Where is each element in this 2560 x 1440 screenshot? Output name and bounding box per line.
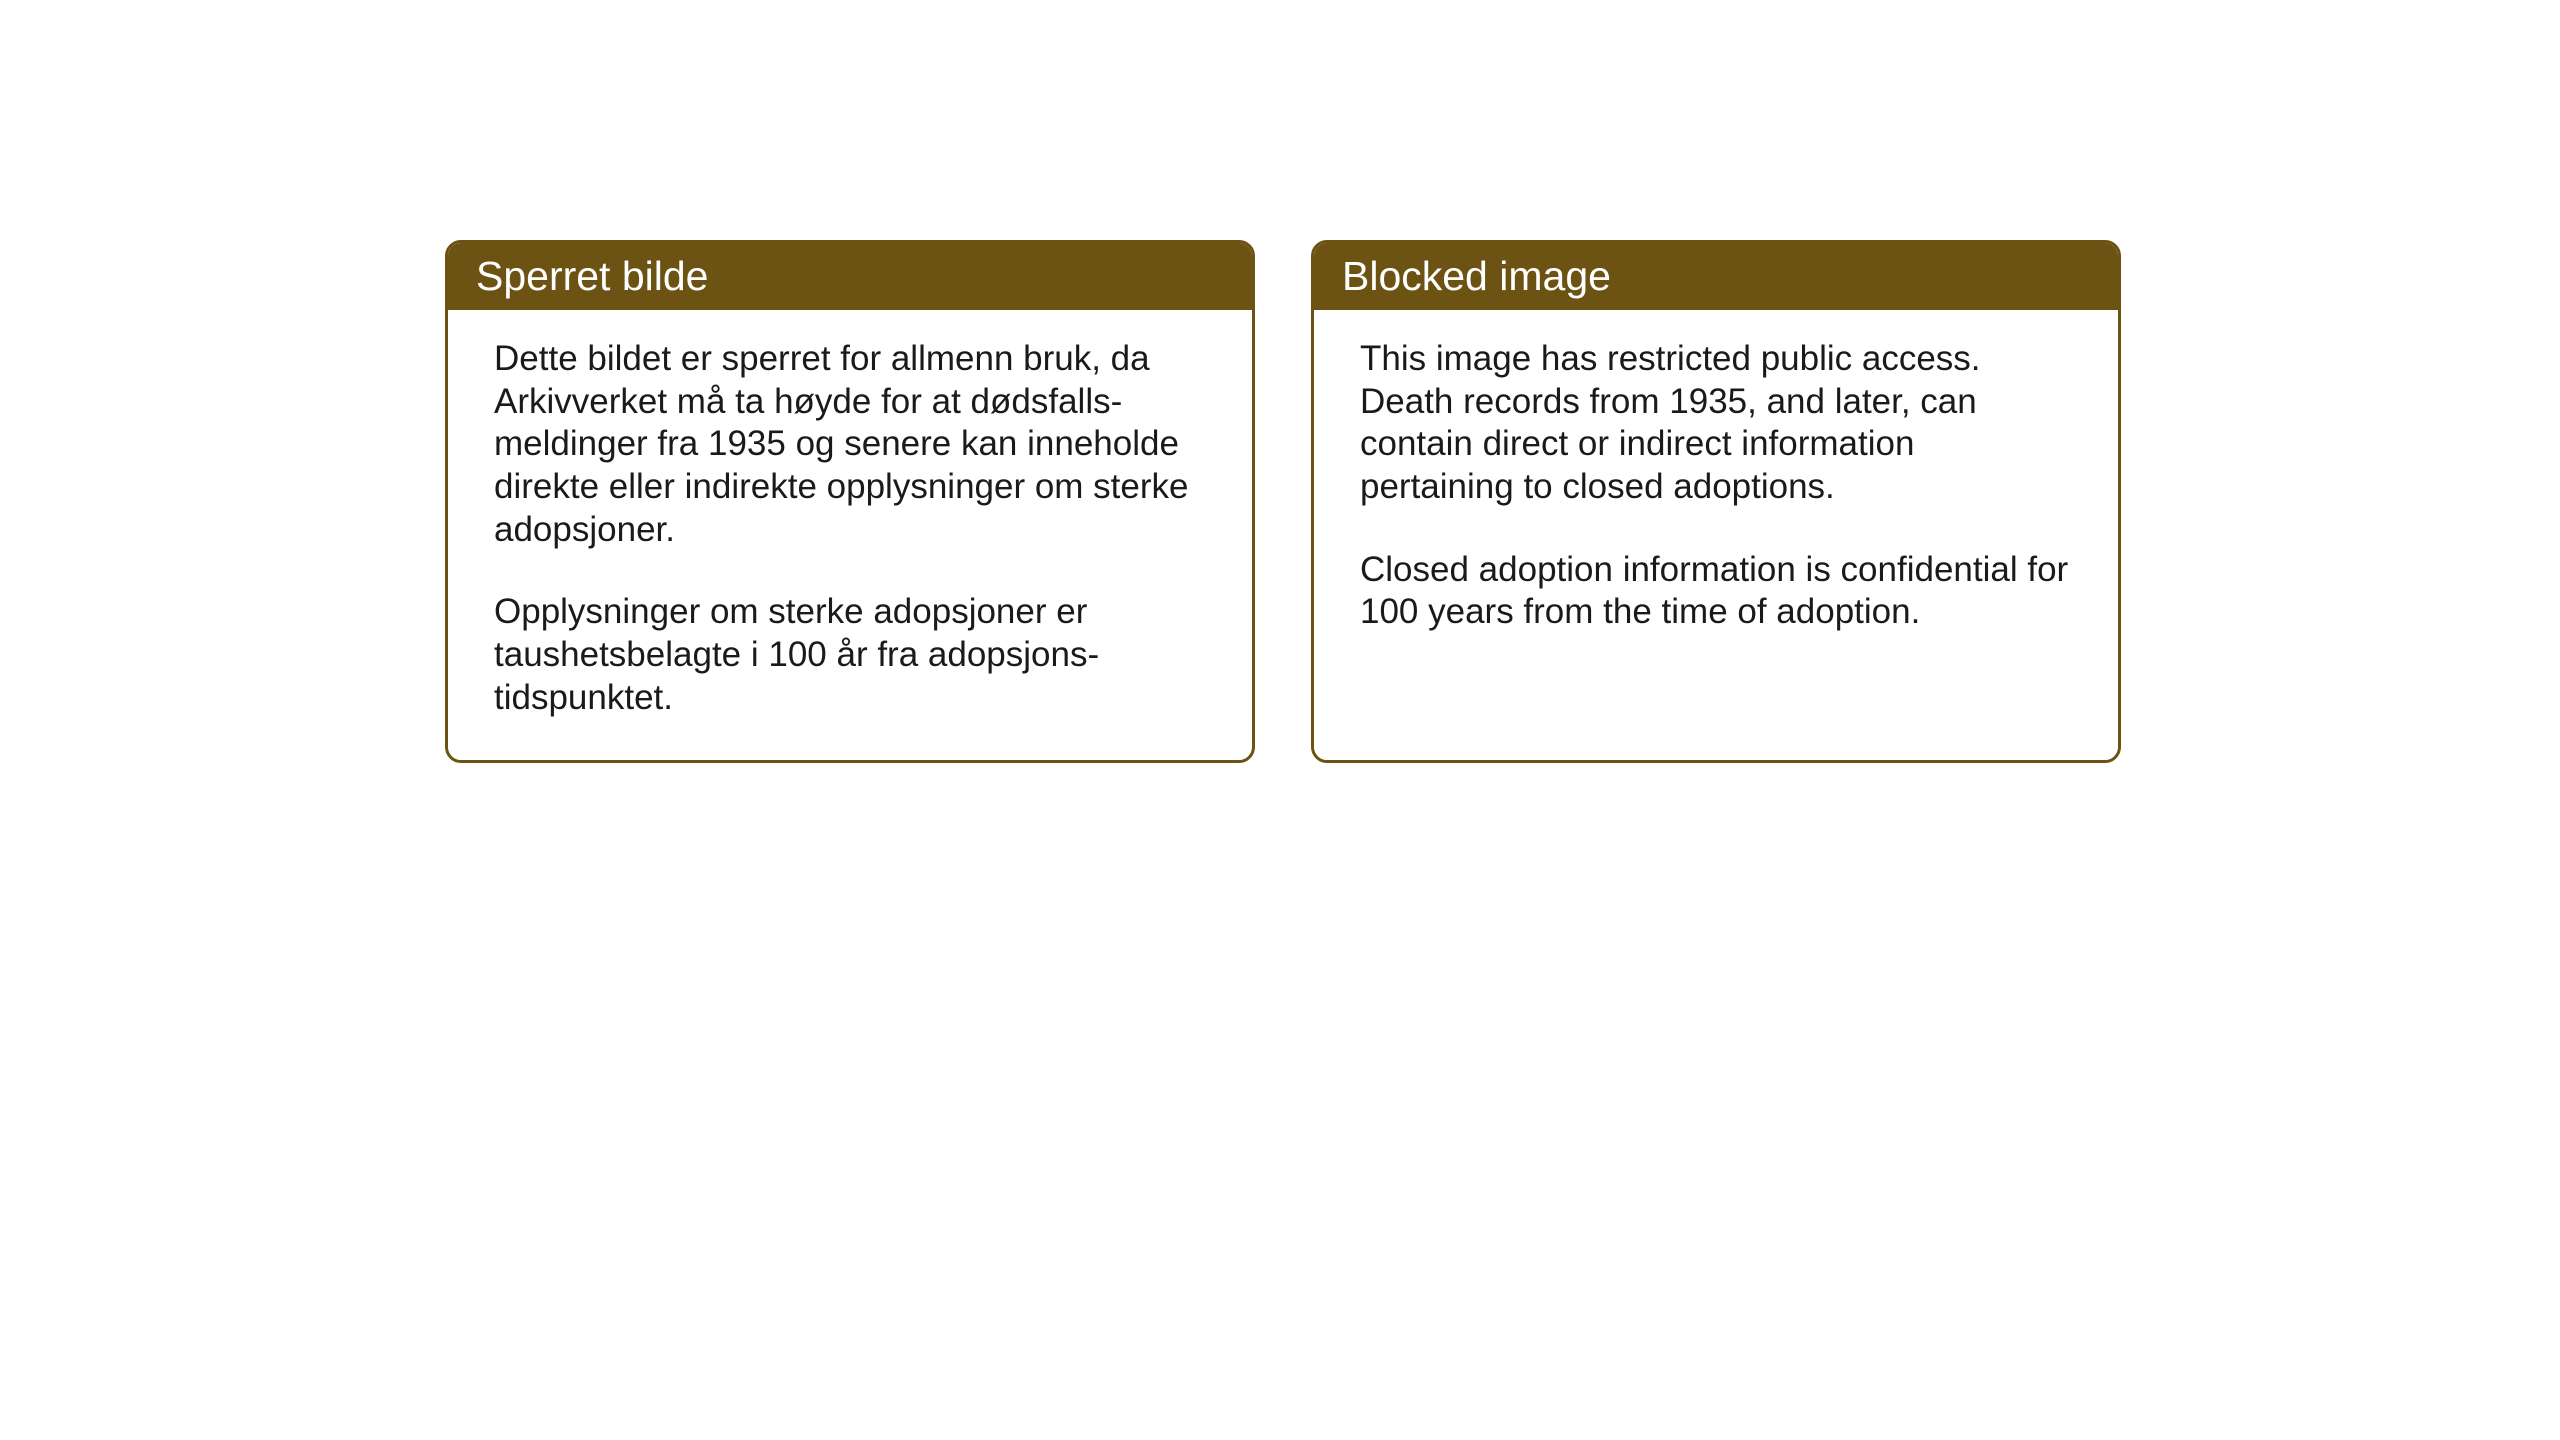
- card-header-english: Blocked image: [1314, 243, 2118, 310]
- card-paragraph-norwegian-2: Opplysninger om sterke adopsjoner er tau…: [494, 591, 1206, 719]
- card-title-norwegian: Sperret bilde: [476, 253, 708, 299]
- notice-card-norwegian: Sperret bilde Dette bildet er sperret fo…: [445, 240, 1255, 763]
- card-header-norwegian: Sperret bilde: [448, 243, 1252, 310]
- card-title-english: Blocked image: [1342, 253, 1611, 299]
- notice-card-english: Blocked image This image has restricted …: [1311, 240, 2121, 763]
- notice-container: Sperret bilde Dette bildet er sperret fo…: [445, 240, 2121, 763]
- card-body-english: This image has restricted public access.…: [1314, 310, 2118, 734]
- card-body-norwegian: Dette bildet er sperret for allmenn bruk…: [448, 310, 1252, 760]
- card-paragraph-norwegian-1: Dette bildet er sperret for allmenn bruk…: [494, 338, 1206, 551]
- card-paragraph-english-2: Closed adoption information is confident…: [1360, 549, 2072, 634]
- card-paragraph-english-1: This image has restricted public access.…: [1360, 338, 2072, 509]
